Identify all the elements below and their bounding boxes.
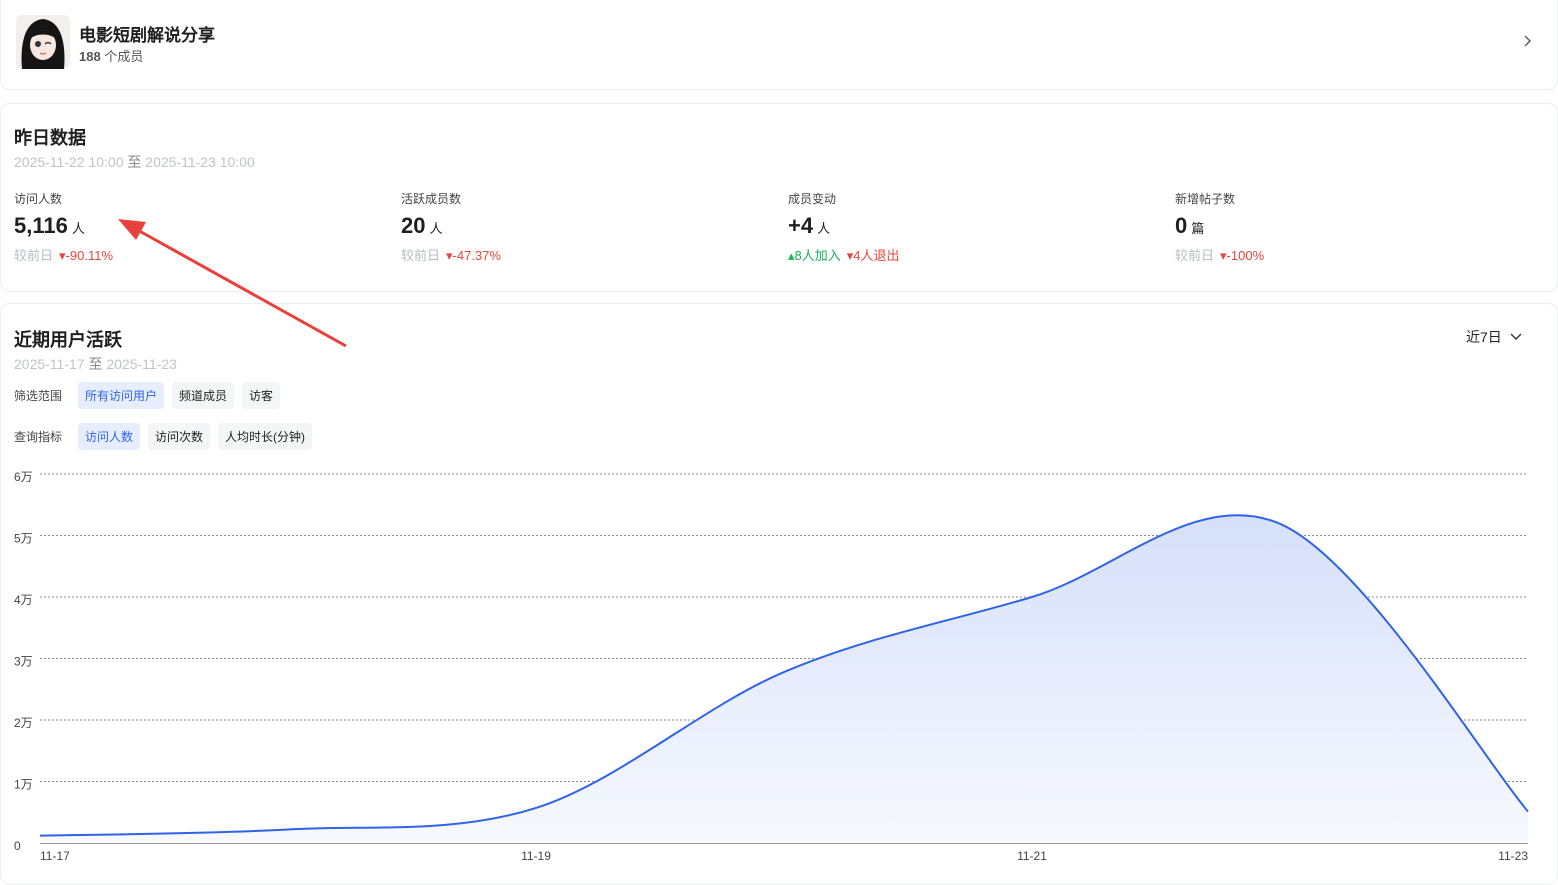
stat-value-line: 5,116 人	[14, 213, 113, 239]
stat-label: 访问人数	[14, 192, 63, 206]
left: ▾4人退出	[846, 248, 900, 263]
stat-label: 活跃成员数	[401, 192, 462, 206]
left-value: 4人退出	[853, 248, 900, 263]
chart: 0 1万 2万 3万 4万 5万 6万 11-17 11-19 11-21 11-23	[14, 470, 1529, 863]
filter-label: 筛选范围	[14, 389, 63, 403]
avatar	[16, 15, 70, 69]
range-sep: 至	[88, 356, 103, 372]
period-dropdown[interactable]: 近7日	[1466, 327, 1522, 347]
stat-value: 20	[401, 213, 426, 238]
range-start: 2025-11-22 10:00	[14, 154, 124, 170]
stat: 活跃成员数 20 人 较前日 ▾-47.37%	[401, 190, 501, 264]
compare-label: 较前日	[1175, 248, 1215, 263]
section-title: 昨日数据	[14, 128, 86, 148]
x-tick-label: 11-23	[1498, 849, 1528, 863]
stat-unit: 人	[429, 221, 443, 236]
y-tick-label: 5万	[14, 532, 33, 546]
range-end: 2025-11-23 10:00	[145, 154, 255, 170]
range-sep: 至	[127, 154, 142, 170]
stat-compare: 较前日 ▾-90.11%	[14, 245, 113, 264]
compare-label: 较前日	[401, 248, 441, 263]
change-value: -90.11%	[65, 248, 114, 263]
stat-value: 5,116	[14, 213, 68, 238]
filter-options: 所有访问用户 频道成员 访客	[78, 382, 288, 409]
joined: ▴8人加入	[788, 248, 841, 263]
compare-label: 较前日	[14, 248, 54, 263]
group-title: 电影短剧解说分享	[79, 26, 215, 45]
stat-value: +4	[788, 213, 814, 238]
stat-label: 成员变动	[788, 192, 837, 206]
option-chip[interactable]: 访问次数	[148, 423, 211, 450]
change-value: -47.37%	[452, 248, 501, 263]
stat-compare: 较前日 ▾-47.37%	[401, 245, 501, 264]
filter-row: 筛选范围 所有访问用户 频道成员 访客	[14, 382, 288, 409]
member-count-line: 188 个成员	[79, 46, 143, 65]
section-title: 近期用户活跃	[14, 330, 122, 350]
y-tick-label: 2万	[14, 716, 33, 730]
y-tick-label: 3万	[14, 655, 33, 669]
stat: 成员变动 +4 人 ▴8人加入 ▾4人退出	[788, 190, 900, 264]
yesterday-card	[0, 103, 1558, 292]
stat-value-line: +4 人	[788, 213, 900, 239]
x-tick-label: 11-17	[40, 849, 70, 863]
stat: 访问人数 5,116 人 较前日 ▾-90.11%	[14, 190, 113, 264]
stat-unit: 人	[817, 221, 831, 236]
stat-unit: 人	[71, 221, 85, 236]
member-count: 188	[79, 49, 101, 64]
chevron-right[interactable]	[1520, 34, 1534, 48]
member-label: 个成员	[104, 49, 144, 64]
group-header	[0, 0, 1558, 90]
option-chip[interactable]: 人均时长(分钟)	[218, 423, 313, 450]
option-chip[interactable]: 所有访问用户	[78, 382, 165, 409]
date-range: 2025-11-22 10:00 至 2025-11-23 10:00	[14, 152, 255, 172]
range-end: 2025-11-23	[106, 356, 177, 372]
metric-label: 查询指标	[14, 430, 63, 444]
stat-compare: 较前日 ▾-100%	[1175, 245, 1264, 264]
joined-value: 8人加入	[794, 248, 841, 263]
option-chip[interactable]: 访问人数	[78, 423, 141, 450]
stat-unit: 篇	[1191, 221, 1205, 236]
y-tick-label: 6万	[14, 470, 33, 484]
y-tick-label: 1万	[14, 778, 33, 792]
line	[39, 514, 1529, 837]
y-tick-label: 0	[14, 839, 21, 853]
area	[40, 515, 1528, 843]
x-tick-label: 11-19	[521, 849, 551, 863]
date-range: 2025-11-17 至 2025-11-23	[14, 354, 177, 374]
change-value: -100%	[1226, 248, 1265, 263]
period-label: 近7日	[1466, 329, 1502, 345]
dropdown-icon	[1510, 333, 1522, 340]
change: ▾-47.37%	[446, 248, 501, 263]
range-start: 2025-11-17	[14, 356, 85, 372]
option-chip[interactable]: 访客	[242, 382, 281, 409]
stat-value-line: 20 人	[401, 213, 501, 239]
metric-options: 访问人数 访问次数 人均时长(分钟)	[78, 423, 320, 450]
x-tick-label: 11-21	[1017, 849, 1047, 863]
stat-value: 0	[1175, 213, 1188, 238]
annotation-arrow	[118, 219, 347, 348]
y-tick-label: 4万	[14, 593, 33, 607]
option-chip[interactable]: 频道成员	[172, 382, 235, 409]
metric-row: 查询指标 访问人数 访问次数 人均时长(分钟)	[14, 423, 320, 450]
stat-label: 新增帖子数	[1175, 192, 1236, 206]
stat-compare: ▴8人加入 ▾4人退出	[788, 245, 900, 264]
change: ▾-90.11%	[59, 248, 114, 263]
change: ▾-100%	[1220, 248, 1265, 263]
